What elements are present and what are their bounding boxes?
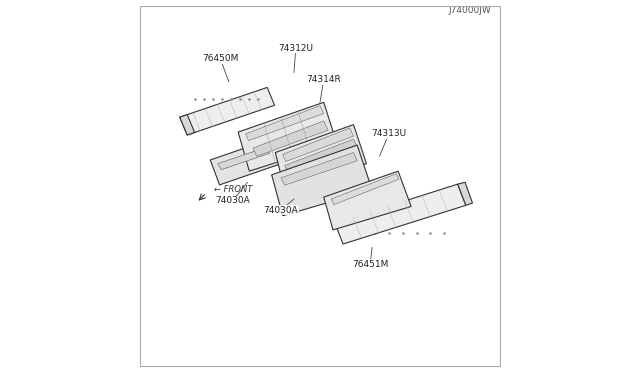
Polygon shape [271, 145, 372, 216]
Text: ← FRONT: ← FRONT [214, 185, 252, 194]
Polygon shape [275, 125, 367, 190]
Text: 76450M: 76450M [202, 54, 239, 82]
Polygon shape [285, 139, 357, 173]
Text: 74030A: 74030A [264, 199, 298, 215]
Text: 76451M: 76451M [352, 247, 388, 269]
Polygon shape [180, 115, 195, 135]
Polygon shape [458, 182, 472, 205]
Text: 74312U: 74312U [278, 44, 314, 73]
Polygon shape [218, 147, 270, 170]
Text: 74313U: 74313U [371, 129, 406, 156]
Polygon shape [331, 174, 399, 205]
Polygon shape [211, 137, 287, 185]
Polygon shape [281, 153, 357, 185]
Polygon shape [238, 102, 337, 171]
Polygon shape [283, 128, 353, 161]
Text: 74314R: 74314R [307, 76, 341, 102]
Text: 74030A: 74030A [215, 182, 250, 205]
Polygon shape [253, 121, 328, 156]
Polygon shape [180, 87, 275, 135]
Text: J74000JW: J74000JW [449, 6, 491, 15]
Polygon shape [324, 171, 411, 230]
Polygon shape [335, 184, 466, 244]
Polygon shape [246, 106, 324, 141]
